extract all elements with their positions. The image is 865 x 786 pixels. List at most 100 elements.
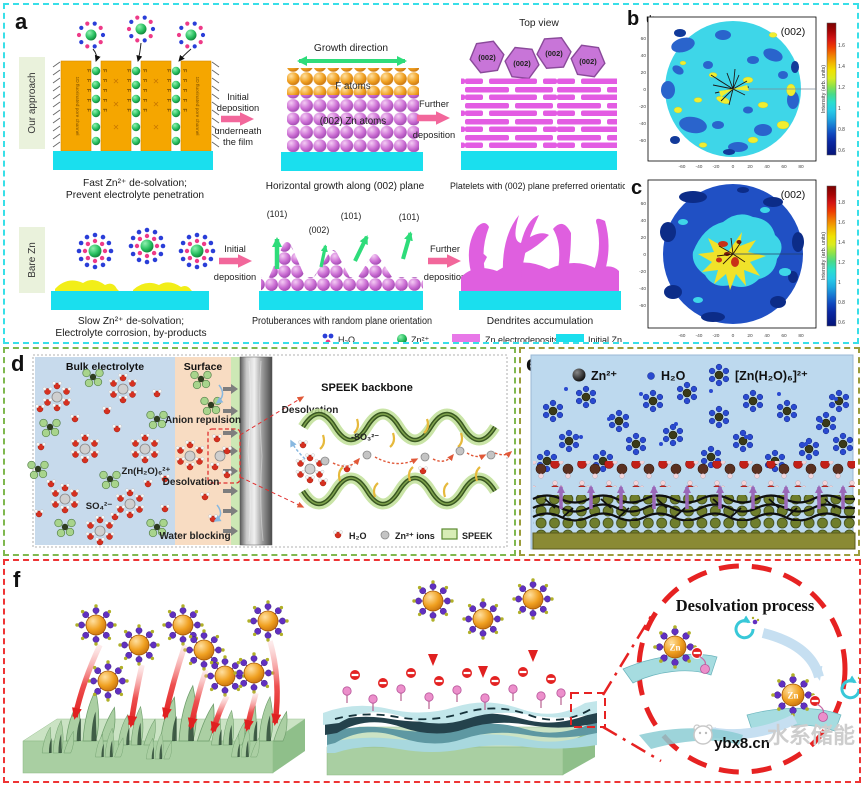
arrow-text: deposition [424, 272, 466, 282]
center-yellow-wedges [719, 85, 749, 97]
approach-side-box [19, 57, 45, 149]
f-column: FFFFF [181, 69, 187, 118]
electrode-substrate [532, 532, 856, 550]
transfer-arrow [761, 628, 824, 681]
substrate [461, 151, 617, 170]
speek-backbone-label: SPEEK backbone [321, 382, 413, 394]
sulfate-label: SO₄²⁻ [86, 501, 112, 512]
f-atom-layers [287, 68, 419, 95]
plane-label: (002) [309, 225, 330, 235]
tick: 0 [732, 333, 735, 339]
legend-speek: SPEEK [462, 531, 493, 541]
sulfonate-anchor [818, 712, 828, 722]
caption: Protuberances with random plane orientat… [252, 316, 432, 327]
tick: -40 [639, 121, 646, 127]
desolvation-label-right: Desolvation [282, 405, 339, 416]
arrow-text: Initial [227, 92, 249, 102]
platelet-hexagons [469, 37, 606, 80]
caption: Fast Zn²⁺ de-solvation; [83, 178, 187, 189]
further-deposition-arrow: Further deposition [413, 99, 455, 140]
tick: -40 [696, 164, 703, 170]
substrate [53, 151, 213, 170]
protuberances-illustration: (101) (002) (101) (101) Protuberances wi… [252, 209, 432, 327]
legend-h2o: H₂O [338, 335, 355, 342]
platelet-label: (002) [478, 53, 496, 62]
x-ticks: -60 -40 -20 0 20 40 60 80 [679, 333, 804, 339]
tick: 1.4 [838, 240, 845, 246]
f-column: FFFFF [165, 69, 171, 118]
bare-zn-row: Bare Zn Slow Zn²⁺ de-solvation; Electrol… [19, 209, 622, 342]
h2o-icon [322, 333, 334, 342]
zoom-connector [239, 476, 305, 508]
speek-inset: SPEEK backbone Desolvation -SO₃²⁻ [282, 382, 513, 541]
panel-d-container: d Bulk electrolyte Surface Anion repulsi… [3, 347, 516, 556]
tick: 1.6 [838, 220, 845, 226]
panel-b-label: b [627, 8, 639, 30]
bare-side-label: Bare Zn [27, 242, 38, 278]
anion-repulsion-arrow [215, 384, 224, 404]
panel-e-legend: Zn²⁺ H₂O [Zn(H₂O)₆]²⁺ [572, 363, 808, 387]
so3-label: -SO₃²⁻ [351, 432, 379, 442]
lowest-intensity-spots [670, 29, 799, 155]
plane-label: (101) [267, 209, 288, 219]
magnifier-source-box [570, 692, 606, 728]
corrosion-byproduct [133, 282, 193, 292]
initial-deposition-arrow: Initial deposition underneath the film [214, 92, 261, 147]
zn-electrode [239, 356, 273, 546]
plane-labels: (101) (002) (101) (101) [267, 209, 420, 235]
arrow-text: Further [419, 99, 449, 109]
electrode-streaks [247, 360, 264, 542]
central-peak-red [716, 240, 742, 267]
panel-abc-container: a Our approach FFFFF FFFFF FFFFF [3, 3, 859, 344]
panel-e-container: e Zn²⁺ H₂O [Zn(H₂O)₆]²⁺ [519, 347, 860, 556]
low-intensity-patches [661, 30, 799, 152]
h2o-icon [333, 530, 343, 539]
tick: -60 [639, 138, 646, 144]
x-column: ✕✕✕ [112, 77, 121, 146]
tick: 40 [764, 333, 770, 339]
interface-molecules [176, 370, 232, 523]
tick: -40 [696, 333, 703, 339]
colorbar-label: Intensity (arb. units) [821, 65, 827, 113]
tick: 20 [641, 70, 647, 76]
solvated-zn-2 [770, 672, 816, 718]
legend-initial-zn: Initial Zn [588, 335, 622, 342]
colorbar [826, 185, 837, 327]
desolvation-label: Desolvation [163, 477, 220, 488]
inset-title: Desolvation process [676, 596, 815, 615]
x-ticks: -60 -40 -20 0 20 40 60 80 [679, 164, 804, 170]
top-view-label: Top view [519, 18, 559, 29]
legend-zn-ions: Zn²⁺ ions [395, 531, 435, 541]
bare-zn-illustration: Slow Zn²⁺ de-solvation; Electrolyte corr… [51, 227, 216, 339]
corrosion-byproduct [55, 279, 119, 291]
caption: Horizontal growth along (002) plane [266, 181, 425, 192]
sulfonate-anchor [700, 664, 710, 674]
tick: 0.6 [838, 148, 845, 154]
water-release-arrow [290, 439, 306, 460]
initial-zn-swatch [556, 334, 584, 342]
panel-c-label: c [631, 177, 642, 199]
panel-d-labels: Anion repulsion Zn(H₂O)₆²⁺ Desolvation S… [86, 415, 241, 542]
platelet-labels: (002) (002) (002) (002) [478, 49, 597, 68]
film-hatching [52, 61, 220, 148]
tick: -60 [679, 164, 686, 170]
colorbar-ticks: 1.8 1.6 1.4 1.2 1 0.8 0.6 [838, 200, 845, 326]
tick: -20 [713, 164, 720, 170]
center-streaks [716, 237, 746, 265]
arrow-text: deposition [214, 272, 256, 282]
tick: 80 [798, 333, 804, 339]
panel-f-label: f [13, 567, 21, 592]
tick: 60 [781, 164, 787, 170]
arrow-text: deposition [217, 103, 259, 113]
desolvation-inset: Desolvation process [622, 563, 859, 775]
dendrites-illustration: Dendrites accumulation [459, 215, 621, 327]
tick: 0 [643, 87, 646, 93]
legend-h2o: H₂O [349, 531, 367, 541]
y-ticks: 60 40 20 0 -20 -40 -60 [639, 201, 646, 309]
panel-e: e Zn²⁺ H₂O [Zn(H₂O)₆]²⁺ [526, 351, 856, 550]
y-ticks: 60 40 20 0 -20 -40 -60 [639, 36, 646, 144]
arrow-text: the film [223, 137, 253, 147]
watermark: ybx8.cn 水系储能 [693, 723, 855, 752]
tick: 80 [798, 164, 804, 170]
desolvating-complex [210, 434, 232, 479]
